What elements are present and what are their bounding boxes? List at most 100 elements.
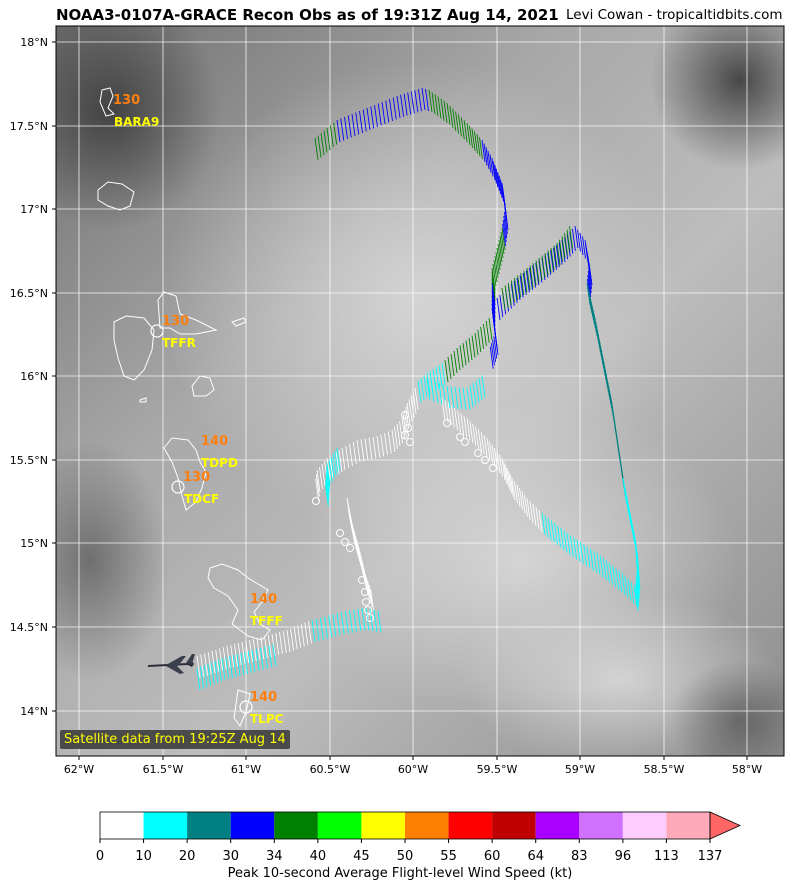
wind-barb [328,459,333,483]
wind-barb [593,550,598,573]
wind-barb [362,109,367,132]
station-speed: 140 [250,690,277,705]
wind-barb [452,108,457,131]
wind-barb [544,252,549,276]
wind-barb [495,251,500,275]
colorbar-tick-label: 34 [266,849,283,864]
wind-barb [469,385,474,408]
wind-barb [196,667,201,691]
station-id: TFFR [162,336,196,350]
wind-barb [480,326,485,350]
wind-barb [347,115,352,138]
wind-barb [264,635,268,659]
calm-marker [361,588,369,596]
wind-barb [583,544,588,567]
wind-barb [364,438,369,461]
wind-barb [321,463,326,487]
wind-barb [499,235,504,259]
wind-barb [446,385,451,409]
wind-barb [456,347,461,371]
colorbar-tick-label: 137 [698,849,723,864]
wind-barb [454,386,459,409]
wind-barb [410,395,415,418]
wind-barb [221,657,226,681]
wind-barb [550,250,555,273]
wind-barb [450,405,455,428]
calm-marker [366,614,374,622]
wind-barb [225,656,230,680]
wind-barb [408,399,413,422]
wind-barb [471,128,476,151]
wind-barb [340,612,345,635]
wind-barb [556,242,561,266]
station-speed: 130 [113,93,140,108]
wind-barb [335,451,340,475]
wind-barb [502,223,507,247]
wind-barb [315,474,320,497]
station-markers [150,324,253,714]
wind-barb [500,231,505,255]
wind-barb [574,225,579,249]
wind-barb [426,377,431,401]
wind-barb [444,359,449,383]
wind-barb [477,429,482,452]
station-id: TLPC [250,712,284,726]
wind-barb [535,260,540,283]
wind-barb [325,479,330,502]
wind-barb [579,541,584,564]
wind-barb [430,379,435,402]
colorbar-swatch [274,812,318,839]
wind-barb [571,228,576,251]
wind-barb [544,515,549,538]
wind-barb [360,439,365,462]
wind-barb [624,575,629,599]
colorbar-label: Peak 10-second Average Flight-level Wind… [227,866,573,881]
wind-barb [426,372,431,396]
wind-barb [485,147,490,170]
colorbar-swatch [317,812,362,839]
wind-barb [489,346,494,369]
wind-barb [491,275,496,298]
wind-barb [466,122,471,146]
wind-barb [324,483,329,506]
wind-barb [372,436,377,459]
wind-barb [627,578,632,602]
wind-barb [469,420,474,443]
wind-barb [483,143,488,166]
wind-barb [635,584,640,607]
station-id: TDCF [184,492,219,506]
wind-barb [482,323,487,347]
wind-barb [462,342,467,366]
wind-barb [503,461,508,484]
station-speed: 130 [162,314,189,329]
wind-barb [491,303,496,326]
wind-barb [472,423,477,446]
wind-barb [535,506,540,530]
lat-tick-label: 16°N [20,370,48,383]
wind-barb [311,619,316,643]
wind-barb [541,512,546,536]
wind-barb [440,98,445,121]
wind-barb [498,175,503,198]
wind-barb [203,665,208,688]
wind-barb [268,645,273,668]
wind-barb [557,525,562,548]
wind-barb [316,469,321,493]
lon-tick-label: 62°W [64,763,94,776]
wind-barb [547,252,552,275]
wind-barb [463,120,468,143]
wind-barb [290,628,295,651]
wind-barb [438,382,443,405]
wind-barb [320,132,325,156]
wind-barb [499,454,503,477]
colorbar-tick-label: 0 [96,849,104,864]
wind-barb [444,400,449,423]
wind-barb [434,94,439,117]
colorbar-swatch [405,812,449,839]
wind-barb [447,356,452,380]
wind-barb [504,464,509,487]
wind-barb [491,271,496,294]
wind-barb [457,114,462,137]
wind-barb [407,92,412,115]
wind-barb [487,150,492,173]
